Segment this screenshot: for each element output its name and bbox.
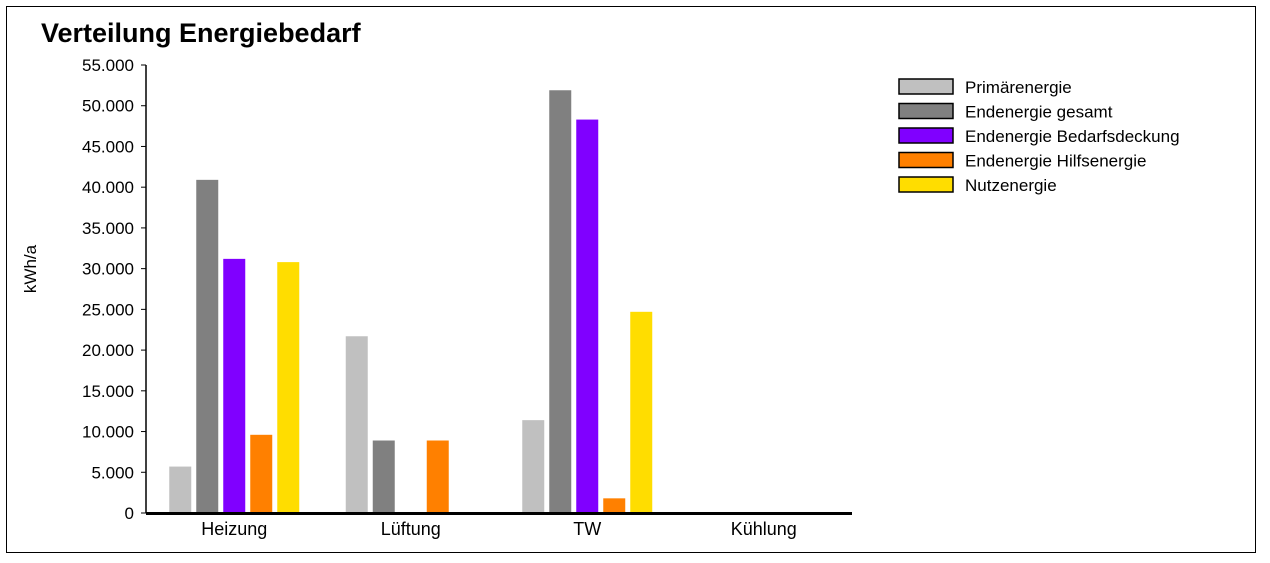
x-category-label: TW [573, 519, 601, 539]
bar-heizung-3 [223, 258, 246, 513]
axes [145, 65, 852, 515]
legend-label: Endenergie gesamt [965, 103, 1113, 122]
category-labels: Heizung Lüftung TW Kühlung [201, 519, 797, 539]
legend-swatch [898, 176, 954, 193]
legend-label: Nutzenergie [965, 176, 1057, 195]
legend-label: Endenergie Hilfsenergie [965, 152, 1146, 171]
bar-lüftung-4 [426, 440, 449, 513]
legend-swatch [898, 78, 954, 95]
y-tick-label: 55.000 [82, 56, 134, 75]
legend-swatch [898, 151, 954, 169]
bar-heizung-2 [196, 179, 219, 514]
legend-swatch [898, 127, 954, 144]
bar-tw-1 [522, 420, 545, 513]
x-category-label: Heizung [201, 519, 267, 539]
y-tick-label: 35.000 [82, 219, 134, 238]
bar-heizung-5 [277, 262, 300, 513]
x-category-label: Lüftung [381, 519, 441, 539]
y-tick-label: 25.000 [82, 300, 134, 319]
chart: Verteilung Energiebedarf kWh/a 0 5.000 10.… [21, 18, 1180, 539]
y-tick-label: 45.000 [82, 137, 134, 156]
bar-tw-4 [603, 498, 626, 513]
y-tick-label: 40.000 [82, 178, 134, 197]
y-tick-label: 20.000 [82, 341, 134, 360]
legend-label: Primärenergie [965, 78, 1072, 97]
legend: Primärenergie Endenergie gesamt Endenergie… [898, 78, 1180, 195]
y-axis-ticks: 0 5.000 10.000 15.000 20.000 25.000 30.000 35.0… [82, 56, 146, 523]
bar-heizung-1 [169, 466, 192, 513]
chart-frame: Verteilung Energiebedarf kWh/a 0 5.000 10.… [6, 6, 1256, 553]
bars [169, 90, 653, 514]
y-tick-label: 10.000 [82, 423, 134, 442]
bar-lüftung-2 [372, 440, 395, 513]
y-tick-label: 5.000 [91, 463, 134, 482]
y-tick-label: 50.000 [82, 97, 134, 116]
bar-tw-3 [576, 119, 599, 513]
bar-tw-5 [630, 311, 653, 513]
legend-label: Endenergie Bedarfsdeckung [965, 127, 1180, 146]
y-tick-label: 30.000 [82, 260, 134, 279]
y-tick-label: 15.000 [82, 382, 134, 401]
bar-heizung-4 [250, 434, 273, 513]
x-category-label: Kühlung [731, 519, 797, 539]
y-axis-label: kWh/a [21, 244, 40, 293]
legend-swatch [898, 102, 954, 120]
chart-title: Verteilung Energiebedarf [41, 18, 362, 48]
y-tick-label: 0 [125, 504, 134, 523]
bar-lüftung-1 [345, 336, 368, 513]
bar-tw-2 [549, 90, 572, 513]
